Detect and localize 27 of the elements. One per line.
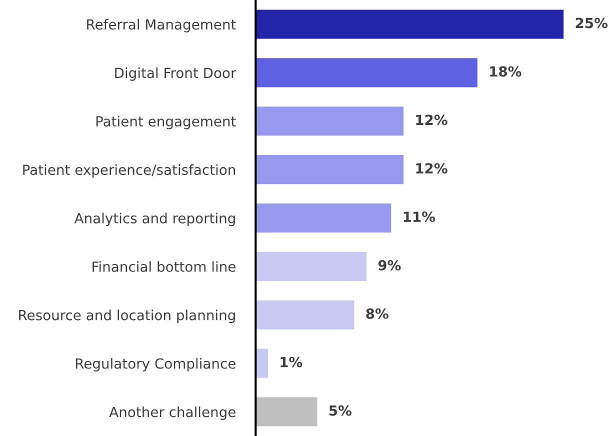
bar [256,10,564,39]
bar [256,252,367,281]
data-label: 8% [366,308,388,319]
data-label: 5% [329,405,352,416]
data-label: 25% [576,18,608,28]
y-tick-label: Digital Front Door [115,67,236,81]
data-label: 9% [378,260,401,270]
bar [256,58,478,88]
y-tick-label: Patient engagement [96,116,236,130]
bar [256,155,404,184]
y-tick-label: Resource and location planning [19,310,235,324]
bar [256,203,392,233]
y-tick-label: Regulatory Compliance [76,358,236,372]
y-tick-label: Another challenge [109,406,236,420]
bar [256,348,268,378]
data-label: 12% [416,163,448,174]
bar [256,106,404,136]
data-label: 1% [280,356,302,368]
data-label: 12% [416,114,448,126]
data-label: 11% [404,212,436,222]
y-tick-label: Patient experience/satisfaction [23,164,236,178]
bar [256,300,354,330]
y-tick-label: Analytics and reporting [74,212,235,226]
y-tick-label: Financial bottom line [92,261,236,272]
y-tick-label: Referral Management [87,18,236,32]
data-label: 18% [490,66,522,77]
bar [256,397,318,426]
